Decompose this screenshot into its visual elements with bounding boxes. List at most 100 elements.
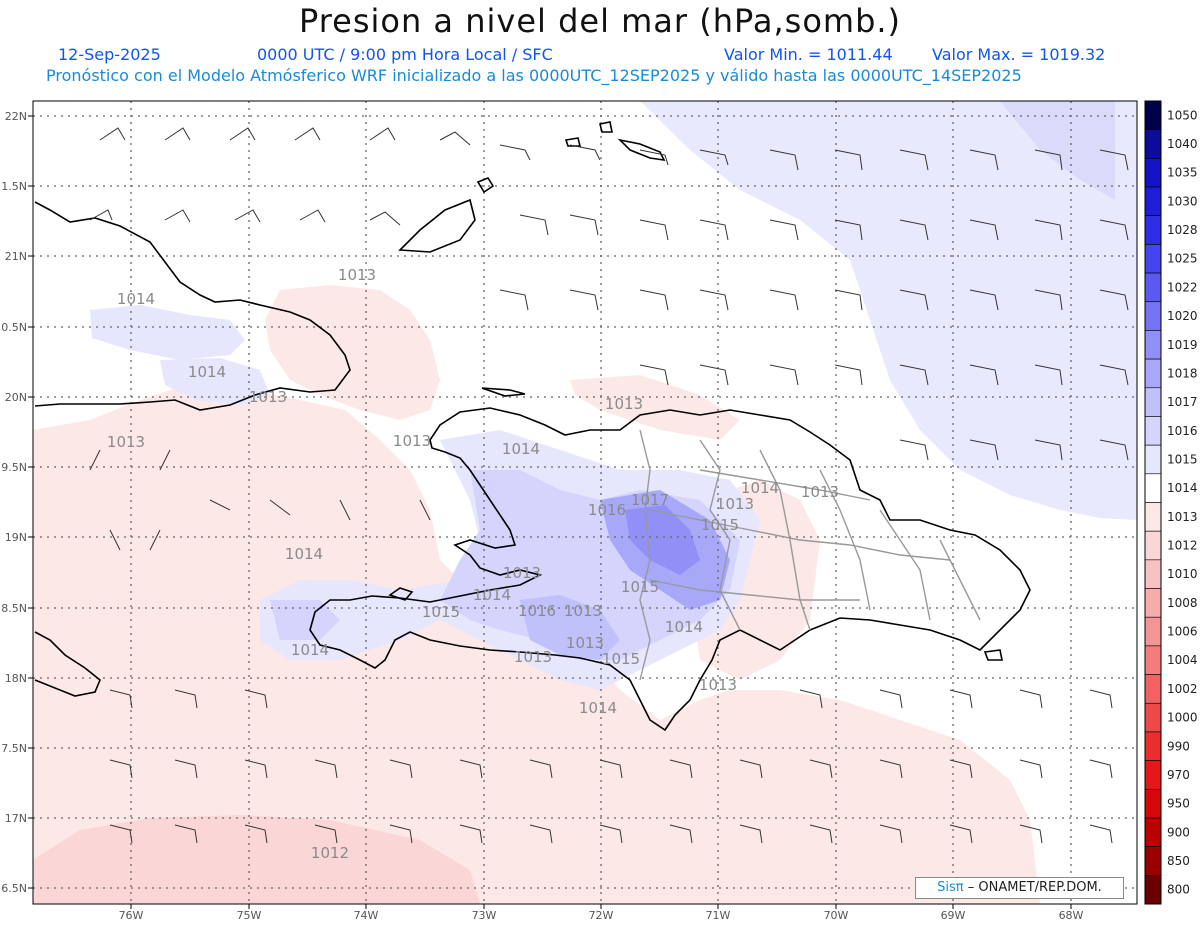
- lon-label: 69W: [941, 909, 966, 922]
- colorbar-swatch: [1144, 301, 1162, 331]
- isobar-label: 1016: [588, 501, 626, 519]
- lat-label: 21N: [5, 250, 27, 263]
- isobar-label: 1013: [716, 495, 754, 513]
- colorbar-label: 1035: [1167, 166, 1198, 180]
- colorbar-label: 900: [1167, 825, 1190, 839]
- isobar-label: 1014: [117, 290, 155, 308]
- isobar-label: 1013: [801, 483, 839, 501]
- colorbar-swatch: [1144, 215, 1162, 245]
- lon-label: 73W: [472, 909, 497, 922]
- sis-logo: Sisπ: [937, 880, 964, 895]
- colorbar-label: 1050: [1167, 108, 1198, 122]
- colorbar-label: 990: [1167, 739, 1190, 753]
- isobar-label: 1016: [518, 602, 556, 620]
- isobar-label: 1013: [107, 433, 145, 451]
- colorbar-label: 800: [1167, 883, 1190, 897]
- province-borders: [639, 429, 981, 681]
- isobar-label: 1014: [291, 641, 329, 659]
- graticule: [33, 101, 1137, 904]
- colorbar-swatch: [1144, 559, 1162, 589]
- isobar-label: 1013: [514, 648, 552, 666]
- colorbar-swatch: [1144, 502, 1162, 532]
- colorbar-label: 1016: [1167, 424, 1198, 438]
- colorbar-label: 1020: [1167, 309, 1198, 323]
- isobar-label: 1014: [473, 586, 511, 604]
- colorbar-swatch: [1144, 588, 1162, 618]
- colorbar: 1050 1040 1035 1030 1028 1025 1022 1020 1019 1018…: [1144, 100, 1198, 905]
- credit-text: – ONAMET/REP.DOM.: [967, 880, 1102, 895]
- colorbar-swatch: [1144, 473, 1162, 503]
- lat-label: 0.5N: [1, 321, 27, 334]
- colorbar-label: 1010: [1167, 567, 1198, 581]
- colorbar-label: 1002: [1167, 682, 1198, 696]
- lat-label: 1.5N: [1, 180, 27, 193]
- coastlines: [34, 121, 1031, 732]
- lat-label: 19N: [5, 531, 27, 544]
- max-value-label: Valor Max. = 1019.32: [932, 45, 1106, 64]
- colorbar-swatch: [1144, 272, 1162, 303]
- colorbar-label: 1019: [1167, 338, 1198, 352]
- isobar-label: 1015: [602, 650, 640, 668]
- lat-label: 9.5N: [1, 461, 27, 474]
- colorbar-label: 1015: [1167, 452, 1198, 466]
- colorbar-label: 850: [1167, 854, 1190, 868]
- isobar-label: 1014: [741, 479, 779, 497]
- lat-label: 20N: [5, 391, 27, 404]
- isobar-label: 1014: [502, 440, 540, 458]
- isobar-label: 1014: [285, 545, 323, 563]
- lon-label: 71W: [706, 909, 731, 922]
- colorbar-swatch: [1144, 358, 1162, 389]
- lon-label: 72W: [589, 909, 614, 922]
- date-label: 12-Sep-2025: [58, 45, 161, 64]
- map-frame: [32, 100, 1138, 905]
- colorbar-label: 1014: [1167, 481, 1198, 495]
- colorbar-label: 1000: [1167, 711, 1198, 725]
- isobar-label: 1013: [605, 395, 643, 413]
- lat-label: 18N: [5, 672, 27, 685]
- pressure-shading: [33, 101, 1137, 904]
- colorbar-label: 950: [1167, 797, 1190, 811]
- colorbar-swatch: [1144, 702, 1162, 733]
- colorbar-label: 1012: [1167, 539, 1198, 553]
- lat-label: 22N: [5, 110, 27, 123]
- colorbar-swatch: [1144, 731, 1162, 761]
- isobar-label: 1013: [699, 676, 737, 694]
- colorbar-swatch: [1144, 444, 1162, 475]
- lat-label: 8.5N: [1, 602, 27, 615]
- lat-label: 7.5N: [1, 742, 27, 755]
- colorbar-label: 1030: [1167, 194, 1198, 208]
- min-value-label: Valor Min. = 1011.44: [724, 45, 893, 64]
- isobar-label: 1013: [503, 564, 541, 582]
- map-title: Presion a nivel del mar (hPa,somb.): [298, 2, 902, 40]
- colorbar-swatch: [1144, 387, 1162, 417]
- colorbar-swatch: [1144, 788, 1162, 819]
- colorbar-label: 1022: [1167, 280, 1198, 294]
- isobar-label: 1014: [579, 699, 617, 717]
- colorbar-swatch: [1144, 616, 1162, 647]
- isobar-label: 1017: [631, 491, 669, 509]
- time-label: 0000 UTC / 9:00 pm Hora Local / SFC: [257, 45, 553, 64]
- colorbar-label: 1013: [1167, 510, 1198, 524]
- colorbar-swatch: [1144, 530, 1162, 561]
- lon-label: 68W: [1059, 909, 1084, 922]
- lon-label: 70W: [824, 909, 849, 922]
- colorbar-swatch: [1144, 645, 1162, 675]
- colorbar-label: 1008: [1167, 596, 1198, 610]
- colorbar-frame: [1144, 100, 1162, 905]
- colorbar-swatch: [1144, 244, 1162, 274]
- colorbar-swatch: [1144, 129, 1162, 159]
- colorbar-swatch: [1144, 186, 1162, 217]
- colorbar-swatch: [1144, 158, 1162, 188]
- isobar-label: 1013: [249, 388, 287, 406]
- colorbar-swatch: [1144, 875, 1162, 905]
- colorbar-label: 1028: [1167, 223, 1198, 237]
- isobar-label: 1015: [422, 603, 460, 621]
- colorbar-label: 1006: [1167, 625, 1198, 639]
- isobar-label: 1014: [188, 363, 226, 381]
- colorbar-swatch: [1144, 846, 1162, 876]
- colorbar-swatch: [1144, 330, 1162, 360]
- lon-label: 74W: [354, 909, 379, 922]
- lon-label: 75W: [237, 909, 262, 922]
